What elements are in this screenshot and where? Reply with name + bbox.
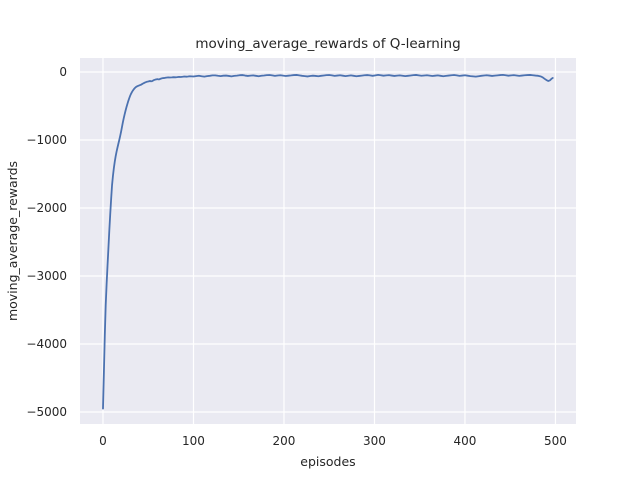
x-axis-label: episodes [300, 454, 355, 469]
y-axis-label: moving_average_rewards [5, 161, 20, 321]
y-tick-label: −1000 [26, 133, 67, 147]
x-tick-label: 100 [182, 434, 205, 448]
tick-label-layer: 0 100 200 300 400 500 0 −1000 −2000 −3000 −4000 −50… [26, 65, 567, 448]
x-tick-label: 400 [454, 434, 477, 448]
y-tick-label: −2000 [26, 201, 67, 215]
plot-area [80, 58, 576, 424]
y-tick-label: −3000 [26, 269, 67, 283]
y-tick-label: 0 [59, 65, 67, 79]
chart-title: moving_average_rewards of Q-learning [195, 36, 460, 52]
x-tick-label: 300 [363, 434, 386, 448]
series-layer [102, 73, 554, 410]
moving-average-rewards-line [102, 73, 554, 410]
x-tick-label: 0 [99, 434, 107, 448]
x-tick-label: 200 [273, 434, 296, 448]
plot-background-layer [80, 58, 576, 424]
gridline-layer [80, 58, 576, 424]
y-tick-label: −5000 [26, 405, 67, 419]
y-tick-label: −4000 [26, 337, 67, 351]
x-tick-label: 500 [544, 434, 567, 448]
